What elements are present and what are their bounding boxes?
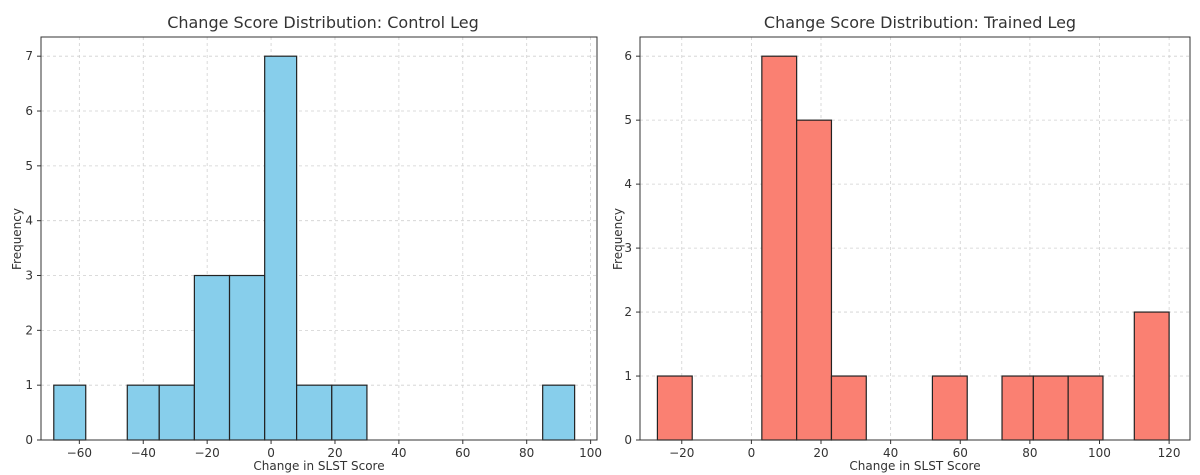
histogram-bar <box>830 375 867 441</box>
x-tick-label: −20 <box>669 446 694 460</box>
y-tick-label: 4 <box>25 214 33 228</box>
x-axis-label: Change in SLST Score <box>253 459 384 473</box>
histogram-bar <box>296 384 333 441</box>
histogram-bar <box>1001 375 1034 441</box>
x-tick-label: 20 <box>327 446 342 460</box>
histogram-bar <box>761 55 798 441</box>
y-tick-label: 7 <box>25 49 33 63</box>
histogram-bar <box>264 55 298 441</box>
x-tick-label: 40 <box>391 446 406 460</box>
y-tick-label: 4 <box>624 177 632 191</box>
x-axis-label: Change in SLST Score <box>849 459 980 473</box>
y-axis-label: Frequency <box>10 208 24 270</box>
x-tick-label: 120 <box>1158 446 1181 460</box>
trained-leg-chart: Change Score Distribution: Trained Leg −… <box>611 13 1191 473</box>
y-tick-label: 6 <box>25 104 33 118</box>
control-leg-chart: Change Score Distribution: Control Leg −… <box>10 13 602 473</box>
histogram-bar <box>1067 375 1104 441</box>
histogram-bar <box>931 375 968 441</box>
x-tick-label: 80 <box>519 446 534 460</box>
histogram-bar <box>228 274 266 441</box>
chart-title: Change Score Distribution: Trained Leg <box>764 13 1076 32</box>
histogram-bar <box>331 384 368 441</box>
y-tick-label: 3 <box>624 241 632 255</box>
histogram-bar <box>126 384 160 441</box>
histogram-bar <box>796 119 833 441</box>
y-tick-label: 2 <box>25 323 33 337</box>
x-tick-label: 100 <box>579 446 602 460</box>
x-tick-label: 80 <box>1022 446 1037 460</box>
x-tick-label: −60 <box>67 446 92 460</box>
x-tick-label: 0 <box>267 446 275 460</box>
histogram-bar <box>158 384 195 441</box>
chart-title: Change Score Distribution: Control Leg <box>167 13 479 32</box>
y-axis-label: Frequency <box>611 208 625 270</box>
histogram-bar <box>656 375 693 441</box>
y-tick-label: 0 <box>624 433 632 447</box>
histogram-bar <box>1032 375 1069 441</box>
y-tick-label: 1 <box>25 378 33 392</box>
x-tick-label: 100 <box>1088 446 1111 460</box>
histogram-bar <box>542 384 576 441</box>
x-tick-label: −40 <box>131 446 156 460</box>
histogram-bar <box>1133 311 1170 441</box>
x-tick-label: 40 <box>883 446 898 460</box>
x-tick-label: 20 <box>813 446 828 460</box>
x-tick-label: 60 <box>455 446 470 460</box>
y-tick-label: 5 <box>624 113 632 127</box>
y-tick-label: 3 <box>25 269 33 283</box>
histogram-bar <box>53 384 87 441</box>
y-tick-label: 5 <box>25 159 33 173</box>
x-tick-label: 0 <box>748 446 756 460</box>
y-tick-label: 2 <box>624 305 632 319</box>
histogram-bar <box>193 274 231 441</box>
y-tick-label: 1 <box>624 369 632 383</box>
y-tick-label: 0 <box>25 433 33 447</box>
x-tick-label: 60 <box>953 446 968 460</box>
plot-frame <box>639 36 1191 441</box>
plot-frame <box>40 36 598 441</box>
y-tick-label: 6 <box>624 49 632 63</box>
x-tick-label: −20 <box>194 446 219 460</box>
